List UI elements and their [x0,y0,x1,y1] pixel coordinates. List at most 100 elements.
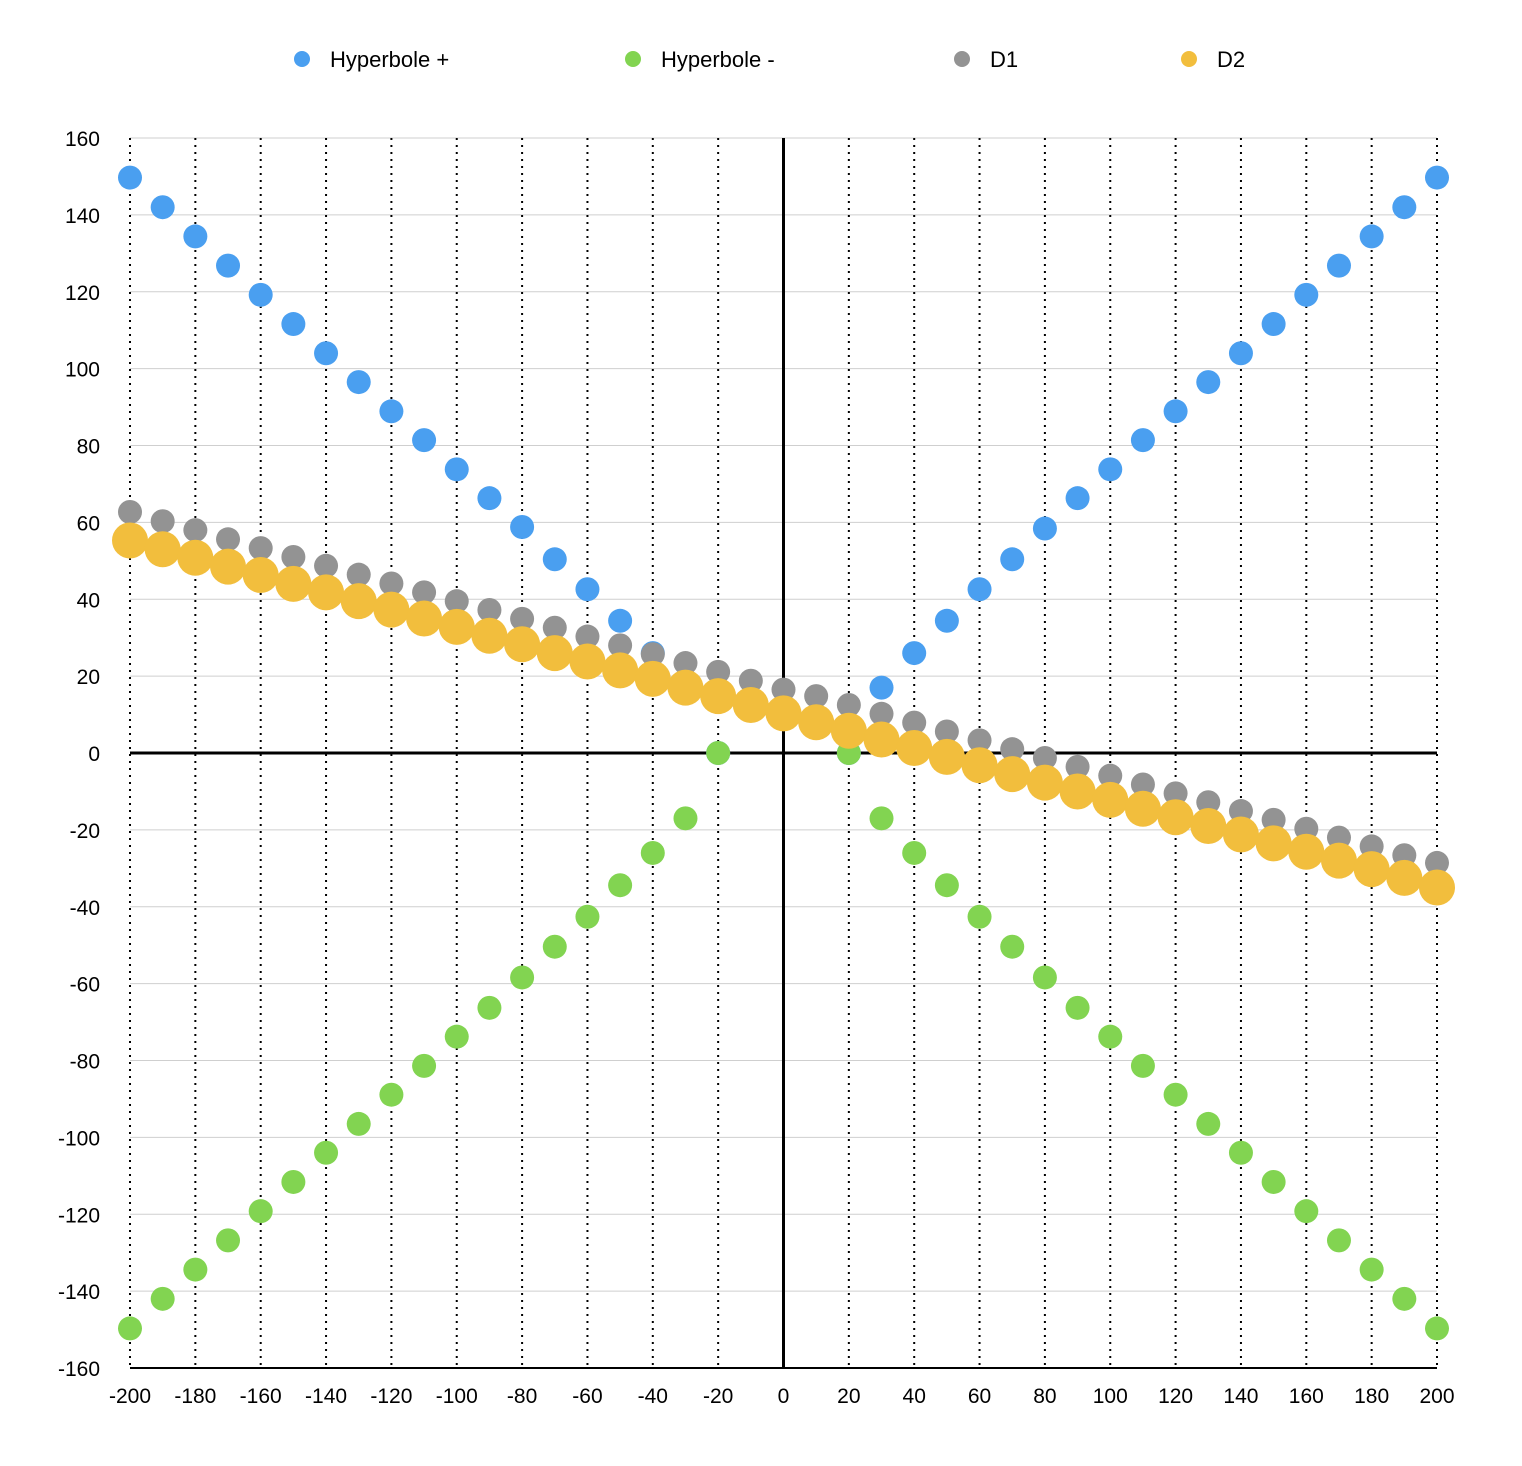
x-tick-label: -180 [174,1385,216,1408]
x-tick-label: 140 [1223,1385,1258,1408]
tick-labels: 160140120100806040200-20-40-60-80-100-12… [58,128,1455,1408]
data-point [569,643,606,680]
data-point [1261,312,1286,337]
x-tick-label: 200 [1419,1385,1454,1408]
data-point [1294,282,1319,307]
data-point [640,840,665,865]
data-point [248,536,273,561]
x-tick-label: 20 [837,1385,860,1408]
data-point [1092,781,1129,818]
data-point [934,873,959,898]
x-tick-label: -100 [436,1385,478,1408]
data-point [1196,1111,1221,1136]
x-tick-label: -40 [638,1385,668,1408]
data-point [281,544,306,569]
data-point [967,728,992,753]
data-point [1294,1199,1319,1224]
data-point [1032,745,1057,770]
data-point [118,165,142,190]
data-point [1288,833,1325,870]
legend-marker [954,51,970,67]
data-point [961,747,998,784]
data-point [1130,428,1155,453]
x-tick-label: 40 [903,1385,926,1408]
data-point [798,704,835,741]
x-tick-label: -80 [507,1385,537,1408]
data-point [608,633,633,658]
data-point [150,195,175,220]
data-point [1326,253,1351,278]
data-point [673,806,698,831]
data-point [1196,790,1221,815]
series-1 [118,741,1449,1341]
data-point [1386,859,1423,896]
data-point [1000,547,1025,572]
y-tick-label: 0 [88,743,100,766]
data-point [379,571,404,596]
data-point [902,641,927,666]
data-point [144,531,181,568]
data-point [575,904,600,929]
x-tick-label: 0 [778,1385,790,1408]
data-point [1425,850,1449,875]
legend-marker [1181,51,1197,67]
data-point [210,548,247,585]
data-point [1196,370,1221,395]
data-point [314,553,339,578]
data-point [412,580,437,605]
legend-marker [294,51,310,67]
x-tick-label: 60 [968,1385,991,1408]
data-point [1392,195,1417,220]
data-point [1098,457,1123,482]
data-point [477,995,502,1020]
data-point [444,457,469,482]
data-point [542,615,567,640]
legend-label: D1 [990,47,1018,72]
data-point [706,659,731,684]
data-point [510,514,535,539]
data-point [542,934,567,959]
y-tick-label: 160 [65,128,100,151]
data-point [1098,763,1123,788]
data-point [1065,754,1090,779]
data-point [608,873,633,898]
axes [130,138,1437,1369]
data-point [1130,1053,1155,1078]
data-point [934,608,959,633]
data-point [314,341,339,366]
y-tick-label: -160 [58,1358,100,1381]
data-point [118,1316,142,1341]
y-tick-label: -100 [58,1127,100,1150]
data-point [477,598,502,623]
data-point [967,577,992,602]
data-point [510,965,535,990]
data-point [902,840,927,865]
data-point [994,756,1031,793]
data-point [1392,1286,1417,1311]
data-point [379,1082,404,1107]
data-point [602,652,639,689]
data-point [340,583,377,620]
data-point [242,557,279,594]
data-point [183,518,208,543]
data-point [1320,842,1357,879]
data-point [438,608,475,645]
data-point [608,608,633,633]
y-tick-label: -140 [58,1281,100,1304]
x-tick-label: 80 [1033,1385,1056,1408]
data-point [869,806,894,831]
data-point [1228,1140,1253,1165]
data-point [248,282,273,307]
y-tick-label: 140 [65,205,100,228]
data-point [346,562,371,587]
y-tick-label: 100 [65,359,100,382]
data-point [700,678,737,715]
data-point [869,701,894,726]
data-point [444,1024,469,1049]
data-point [1425,165,1449,190]
y-tick-label: 20 [77,666,100,689]
data-point [732,686,769,723]
data-point [869,675,894,700]
data-point [673,651,698,676]
data-point [1326,1228,1351,1253]
